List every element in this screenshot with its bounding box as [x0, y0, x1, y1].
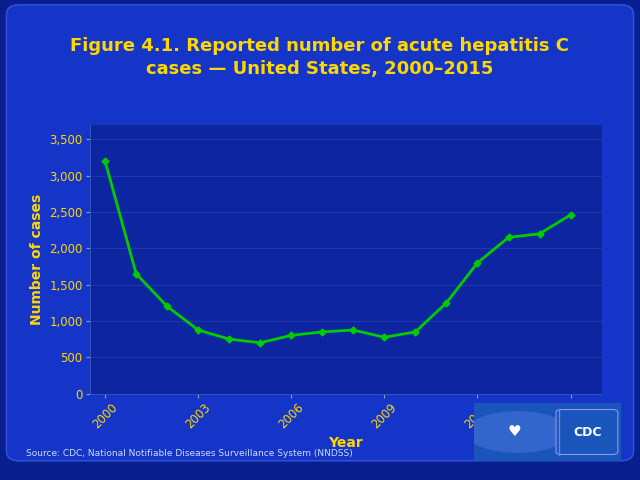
Text: ♥: ♥: [508, 424, 522, 440]
FancyBboxPatch shape: [556, 409, 618, 455]
Text: Figure 4.1. Reported number of acute hepatitis C
cases — United States, 2000–201: Figure 4.1. Reported number of acute hep…: [70, 37, 570, 78]
Text: Source: CDC, National Notifiable Diseases Surveillance System (NNDSS): Source: CDC, National Notifiable Disease…: [26, 449, 353, 458]
Y-axis label: Number of cases: Number of cases: [29, 193, 44, 325]
Circle shape: [466, 412, 570, 452]
FancyBboxPatch shape: [465, 401, 630, 463]
X-axis label: Year: Year: [328, 436, 363, 450]
Text: CDC: CDC: [573, 425, 602, 439]
